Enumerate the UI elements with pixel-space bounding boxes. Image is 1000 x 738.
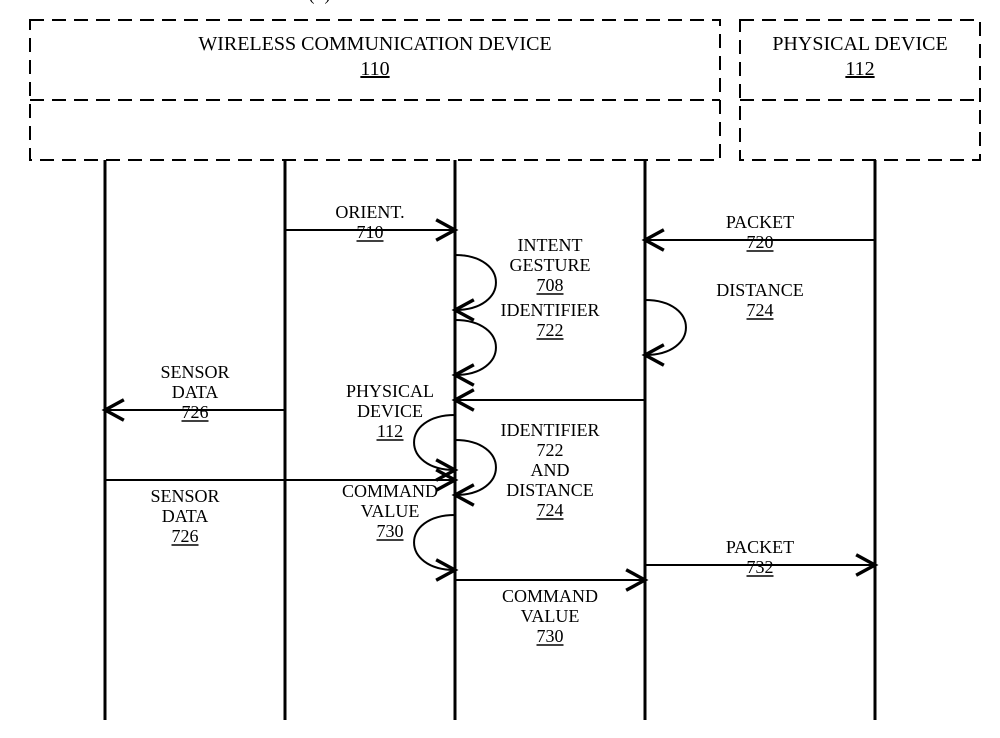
arrow-packet_in: PACKET720 bbox=[645, 212, 875, 252]
selfloop-label: GESTURE bbox=[510, 255, 591, 275]
arrow-label-ref: 710 bbox=[357, 222, 384, 242]
lifeline-ic_right: I.C.716 bbox=[861, 0, 889, 720]
arrow-sensor_data_1: SENSORDATA726 bbox=[105, 362, 285, 422]
arrow-label: SENSOR bbox=[150, 486, 219, 506]
arrow-label: VALUE bbox=[521, 606, 580, 626]
arrow-label-ref: 732 bbox=[747, 557, 774, 577]
lifeline-ref: 728 bbox=[92, 0, 119, 4]
arrow-label: ORIENT. bbox=[335, 202, 404, 222]
selfloop-label: PHYSICAL bbox=[346, 381, 434, 401]
selfloop-label: DEVICE bbox=[357, 401, 423, 421]
selfloop-label-ref: 708 bbox=[537, 275, 564, 295]
selfloop-cmdval: COMMANDVALUE730 bbox=[342, 481, 455, 570]
selfloop-label: VALUE bbox=[361, 501, 420, 521]
selfloop-label: 722 bbox=[537, 440, 564, 460]
selfloop-ident1: IDENTIFIER722 bbox=[455, 300, 599, 375]
selfloop-label: DISTANCE bbox=[716, 280, 804, 300]
lifeline-ic_left: I.C.718 bbox=[632, 0, 659, 720]
arrow-label: COMMAND bbox=[502, 586, 598, 606]
arrow-label: DATA bbox=[162, 506, 209, 526]
lifeline-ref: 712 bbox=[272, 0, 299, 4]
selfloop-id_and_d: IDENTIFIER722ANDDISTANCE724 bbox=[455, 420, 599, 520]
lifeline-ref: 716 bbox=[862, 0, 889, 4]
header-title: WIRELESS COMMUNICATION DEVICE bbox=[198, 33, 551, 55]
selfloop-distance: DISTANCE724 bbox=[645, 280, 804, 355]
header-title: PHYSICAL DEVICE bbox=[772, 33, 947, 55]
arrow-label: PACKET bbox=[726, 537, 794, 557]
selfloop-label: DISTANCE bbox=[506, 480, 594, 500]
arrow-label: DATA bbox=[172, 382, 219, 402]
arrow-cmd_to_ic: COMMANDVALUE730 bbox=[455, 580, 645, 646]
selfloop-label-ref: 724 bbox=[537, 500, 564, 520]
arrow-orient: ORIENT.710 bbox=[285, 202, 455, 242]
arrow-label: PACKET bbox=[726, 212, 794, 232]
selfloop-label: IDENTIFIER bbox=[501, 420, 600, 440]
selfloop-label: IDENTIFIER bbox=[501, 300, 600, 320]
header-box: PHYSICAL DEVICE 112 bbox=[740, 20, 980, 160]
header-ref: 112 bbox=[845, 58, 874, 80]
arrow-label-ref: 726 bbox=[182, 402, 209, 422]
header-ref: 110 bbox=[360, 58, 389, 80]
header-box: WIRELESS COMMUNICATION DEVICE 110 bbox=[30, 20, 720, 160]
selfloop-physdev: PHYSICALDEVICE112 bbox=[346, 381, 455, 470]
selfloop-label: COMMAND bbox=[342, 481, 438, 501]
arrow-label-ref: 726 bbox=[172, 526, 199, 546]
lifeline-ref: 718 bbox=[632, 0, 659, 4]
arrow-packet_out: PACKET732 bbox=[645, 537, 875, 577]
arrow-label-ref: 730 bbox=[537, 626, 564, 646]
selfloop-label-ref: 724 bbox=[747, 300, 774, 320]
lifeline-memory: MEMORY728 bbox=[65, 0, 145, 720]
arrow-label-ref: 720 bbox=[747, 232, 774, 252]
selfloop-label-ref: 722 bbox=[537, 320, 564, 340]
lifeline-sensor: SENSOR(S)712 bbox=[239, 0, 330, 720]
selfloop-label: AND bbox=[531, 460, 570, 480]
lifeline-ref: 714 bbox=[442, 0, 469, 4]
selfloop-label-ref: 112 bbox=[377, 421, 403, 441]
selfloop-label-ref: 730 bbox=[377, 521, 404, 541]
selfloop-intent: INTENTGESTURE708 bbox=[455, 235, 591, 310]
selfloop-label: INTENT bbox=[518, 235, 583, 255]
arrow-label: SENSOR bbox=[160, 362, 229, 382]
